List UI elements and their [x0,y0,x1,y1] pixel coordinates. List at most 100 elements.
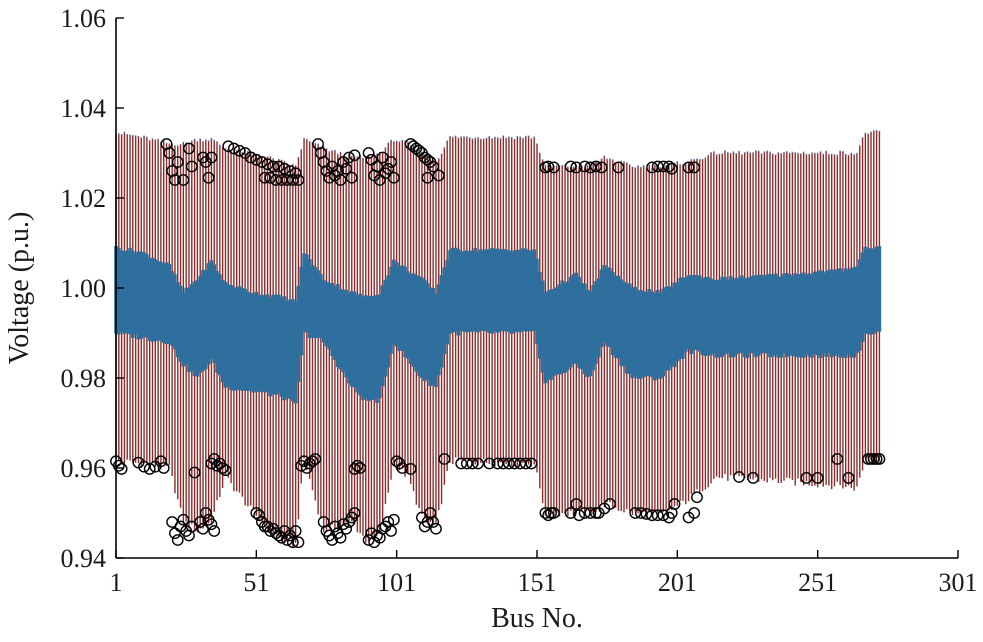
box [226,284,231,387]
box [414,275,419,372]
box [793,273,798,357]
outlier-point [688,507,701,519]
box [554,287,559,375]
outlier-point [281,174,294,186]
box [594,280,598,365]
box [445,259,449,345]
box [843,268,848,358]
box [220,280,225,383]
box [232,287,236,391]
box [408,273,413,364]
box [223,282,228,388]
outlier-point [387,171,400,184]
outlier-point [646,161,658,174]
box [136,251,141,340]
box [147,258,152,341]
outlier-point [640,508,653,520]
outlier-point [188,466,201,479]
box [316,270,320,338]
outlier-point [578,160,591,173]
box [860,252,865,343]
outlier-point [427,160,440,173]
outlier-point [466,457,479,470]
outlier-point [348,462,361,475]
box [291,298,295,402]
outlier-point [286,174,299,186]
outlier-point [171,156,184,168]
box [695,275,699,350]
box [178,285,183,362]
box [608,267,612,348]
outlier-point [547,507,560,519]
box [260,294,264,393]
box [770,274,775,357]
x-tick-label: 201 [658,568,697,597]
box [759,274,764,353]
outlier-point [570,161,583,174]
box [285,300,290,398]
box [218,274,222,376]
box [206,263,211,365]
box [117,247,121,335]
box [341,289,346,373]
outlier-point [595,161,608,174]
box [369,295,374,401]
box [636,290,640,379]
box [338,289,343,370]
outlier-point [143,462,156,475]
outlier-point [208,525,221,537]
outlier-point [371,160,383,173]
box [417,276,421,376]
box [518,249,522,333]
box [765,274,769,354]
box [237,286,242,390]
outlier-point [404,462,417,475]
box [274,294,278,395]
box [686,275,691,349]
outlier-point [270,174,282,186]
box [131,250,135,339]
box [145,254,149,338]
outlier-point [278,162,291,175]
box [577,276,581,369]
box [664,286,668,371]
outlier-point [345,171,358,184]
box [139,251,144,339]
box [248,292,253,391]
outlier-point [115,462,128,475]
box [344,289,348,378]
box [192,281,197,376]
box [335,284,340,368]
y-tick-label: 0.94 [61,544,107,573]
outlier-point [233,144,246,157]
box [243,288,247,391]
box [574,272,579,364]
box [175,282,180,358]
box [756,274,761,356]
box [627,283,632,374]
box [630,287,635,379]
box [563,282,567,373]
box [709,278,713,356]
box [829,269,834,358]
box [498,250,503,332]
box [302,253,306,332]
outlier-point [275,531,288,544]
outlier-point [264,171,277,184]
box [198,275,203,373]
outlier-point [222,140,235,153]
box [849,267,854,358]
box [653,293,657,381]
box [866,248,870,335]
outlier-point [427,516,440,528]
box [821,273,826,354]
box [296,286,301,382]
outlier-point [387,513,400,526]
outlier-point [202,171,215,184]
outlier-point [306,455,319,468]
box [189,284,194,371]
outlier-point [432,169,445,182]
box [818,270,823,359]
outlier-point [651,160,664,173]
